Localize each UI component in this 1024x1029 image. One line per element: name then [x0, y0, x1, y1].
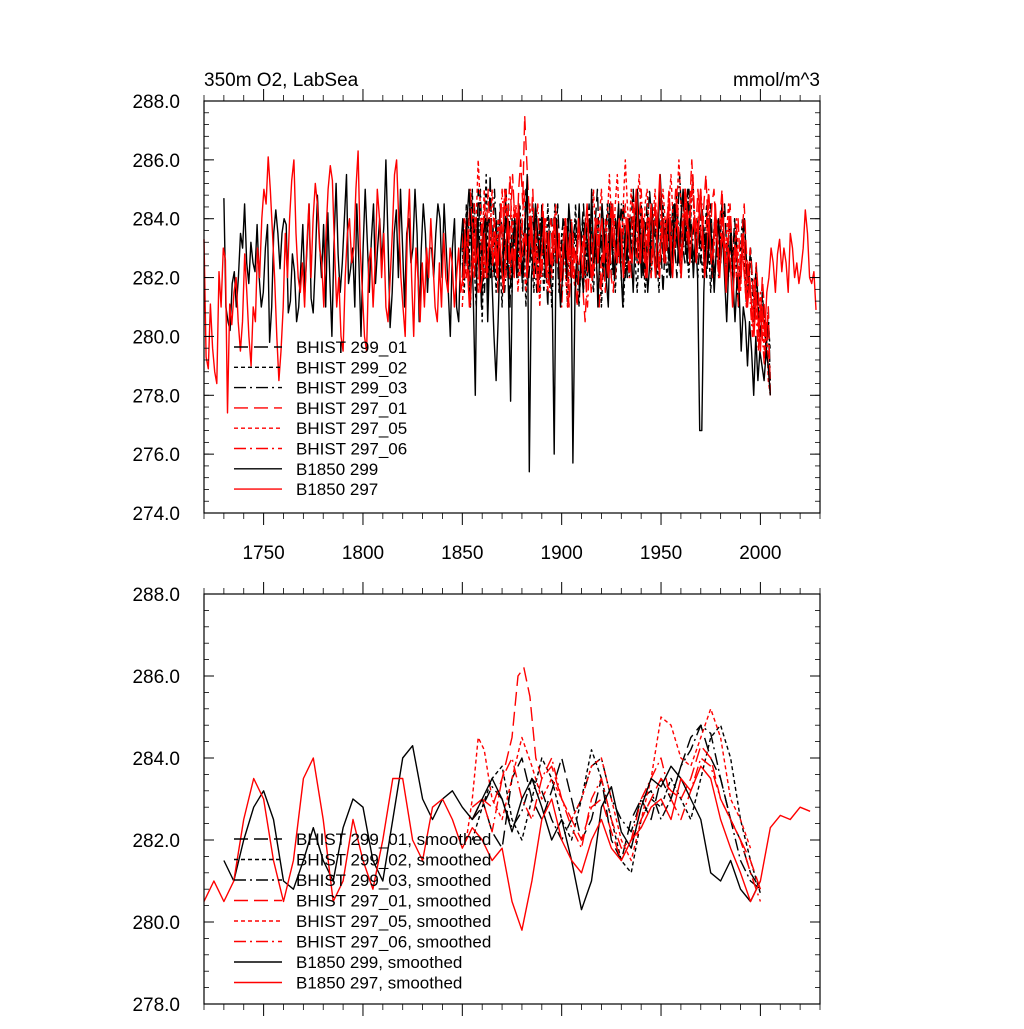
bottom-legend-label-5: BHIST 297_05, smoothed — [296, 912, 491, 931]
bottom-legend-label-8: B1850 297, smoothed — [296, 974, 462, 993]
top-xtick-label-5: 2000 — [739, 543, 781, 564]
top-legend-label-6: BHIST 297_06 — [296, 440, 407, 459]
bottom-ytick-label-2: 282.0 — [132, 831, 180, 852]
bottom-panel: BHIST 299_01, smoothed BHIST 299_02, smoo… — [132, 582, 821, 1016]
top-xtick-label-2: 1850 — [441, 543, 483, 564]
top-xtick-label-1: 1800 — [342, 543, 384, 564]
top-ytick-label-1: 276.0 — [132, 445, 180, 466]
top-ytick-label-5: 284.0 — [132, 210, 180, 231]
top-series-layer — [203, 114, 817, 473]
top-panel: 350m O2, LabSea mmol/m^3 BHIST 299_01BHI… — [132, 70, 821, 564]
top-xtick-label-4: 1950 — [640, 543, 682, 564]
top-legend-label-5: BHIST 297_05 — [296, 419, 407, 438]
bottom-ytick-label-0: 278.0 — [132, 995, 180, 1016]
bottom-series-line-5 — [465, 708, 752, 862]
bottom-ytick-label-4: 286.0 — [132, 667, 180, 688]
top-ytick-label-6: 286.0 — [132, 151, 180, 172]
top-legend-label-1: BHIST 299_01 — [296, 338, 407, 357]
top-legend-label-7: B1850 299 — [296, 460, 378, 479]
bottom-legend-label-6: BHIST 297_06, smoothed — [296, 933, 491, 952]
bottom-series-line-2 — [471, 724, 762, 894]
bottom-series-line-1 — [471, 724, 761, 890]
top-legend-label-3: BHIST 299_03 — [296, 379, 407, 398]
top-xtick-label-0: 1750 — [242, 543, 284, 564]
top-axes: 274.0 276.0 278.0 280.0 282.0 284.0 286.0 288.0… — [132, 89, 821, 564]
bottom-series-line-6 — [471, 757, 762, 902]
bottom-legend-label-2: BHIST 299_02, smoothed — [296, 851, 491, 870]
top-ytick-label-2: 278.0 — [132, 386, 180, 407]
top-ytick-label-3: 280.0 — [132, 327, 180, 348]
top-ytick-label-7: 288.0 — [132, 92, 180, 113]
bottom-series-line-8 — [203, 757, 811, 931]
top-legend-label-2: BHIST 299_02 — [296, 358, 407, 377]
bottom-legend-label-3: BHIST 299_03, smoothed — [296, 871, 491, 890]
bottom-legend-label-1: BHIST 299_01, smoothed — [296, 830, 491, 849]
bottom-axes: 278.0 280.0 282.0 284.0 286.0 288.0 — [132, 582, 821, 1016]
top-legend-label-4: BHIST 297_01 — [296, 399, 407, 418]
bottom-legend-label-4: BHIST 297_01, smoothed — [296, 892, 491, 911]
bottom-legend-label-7: B1850 299, smoothed — [296, 953, 462, 972]
top-ytick-label-0: 274.0 — [132, 504, 180, 525]
bottom-ytick-label-3: 284.0 — [132, 749, 180, 770]
chart-title: 350m O2, LabSea — [204, 70, 359, 91]
bottom-series-line-4 — [471, 667, 762, 890]
top-plot-frame — [203, 100, 821, 514]
bottom-series-line-7 — [223, 745, 762, 911]
bottom-ytick-label-5: 288.0 — [132, 585, 180, 606]
top-series-line-5 — [461, 159, 771, 396]
top-legend-label-8: B1850 297 — [296, 480, 378, 499]
top-ytick-label-4: 282.0 — [132, 269, 180, 290]
top-series-line-8 — [203, 150, 817, 414]
bottom-legend: BHIST 299_01, smoothed BHIST 299_02, smoo… — [234, 830, 491, 993]
units-label: mmol/m^3 — [733, 70, 820, 91]
bottom-series-layer — [203, 667, 811, 931]
bottom-ytick-label-1: 280.0 — [132, 913, 180, 934]
bottom-plot-frame — [203, 593, 821, 1005]
top-xtick-label-3: 1900 — [541, 543, 583, 564]
